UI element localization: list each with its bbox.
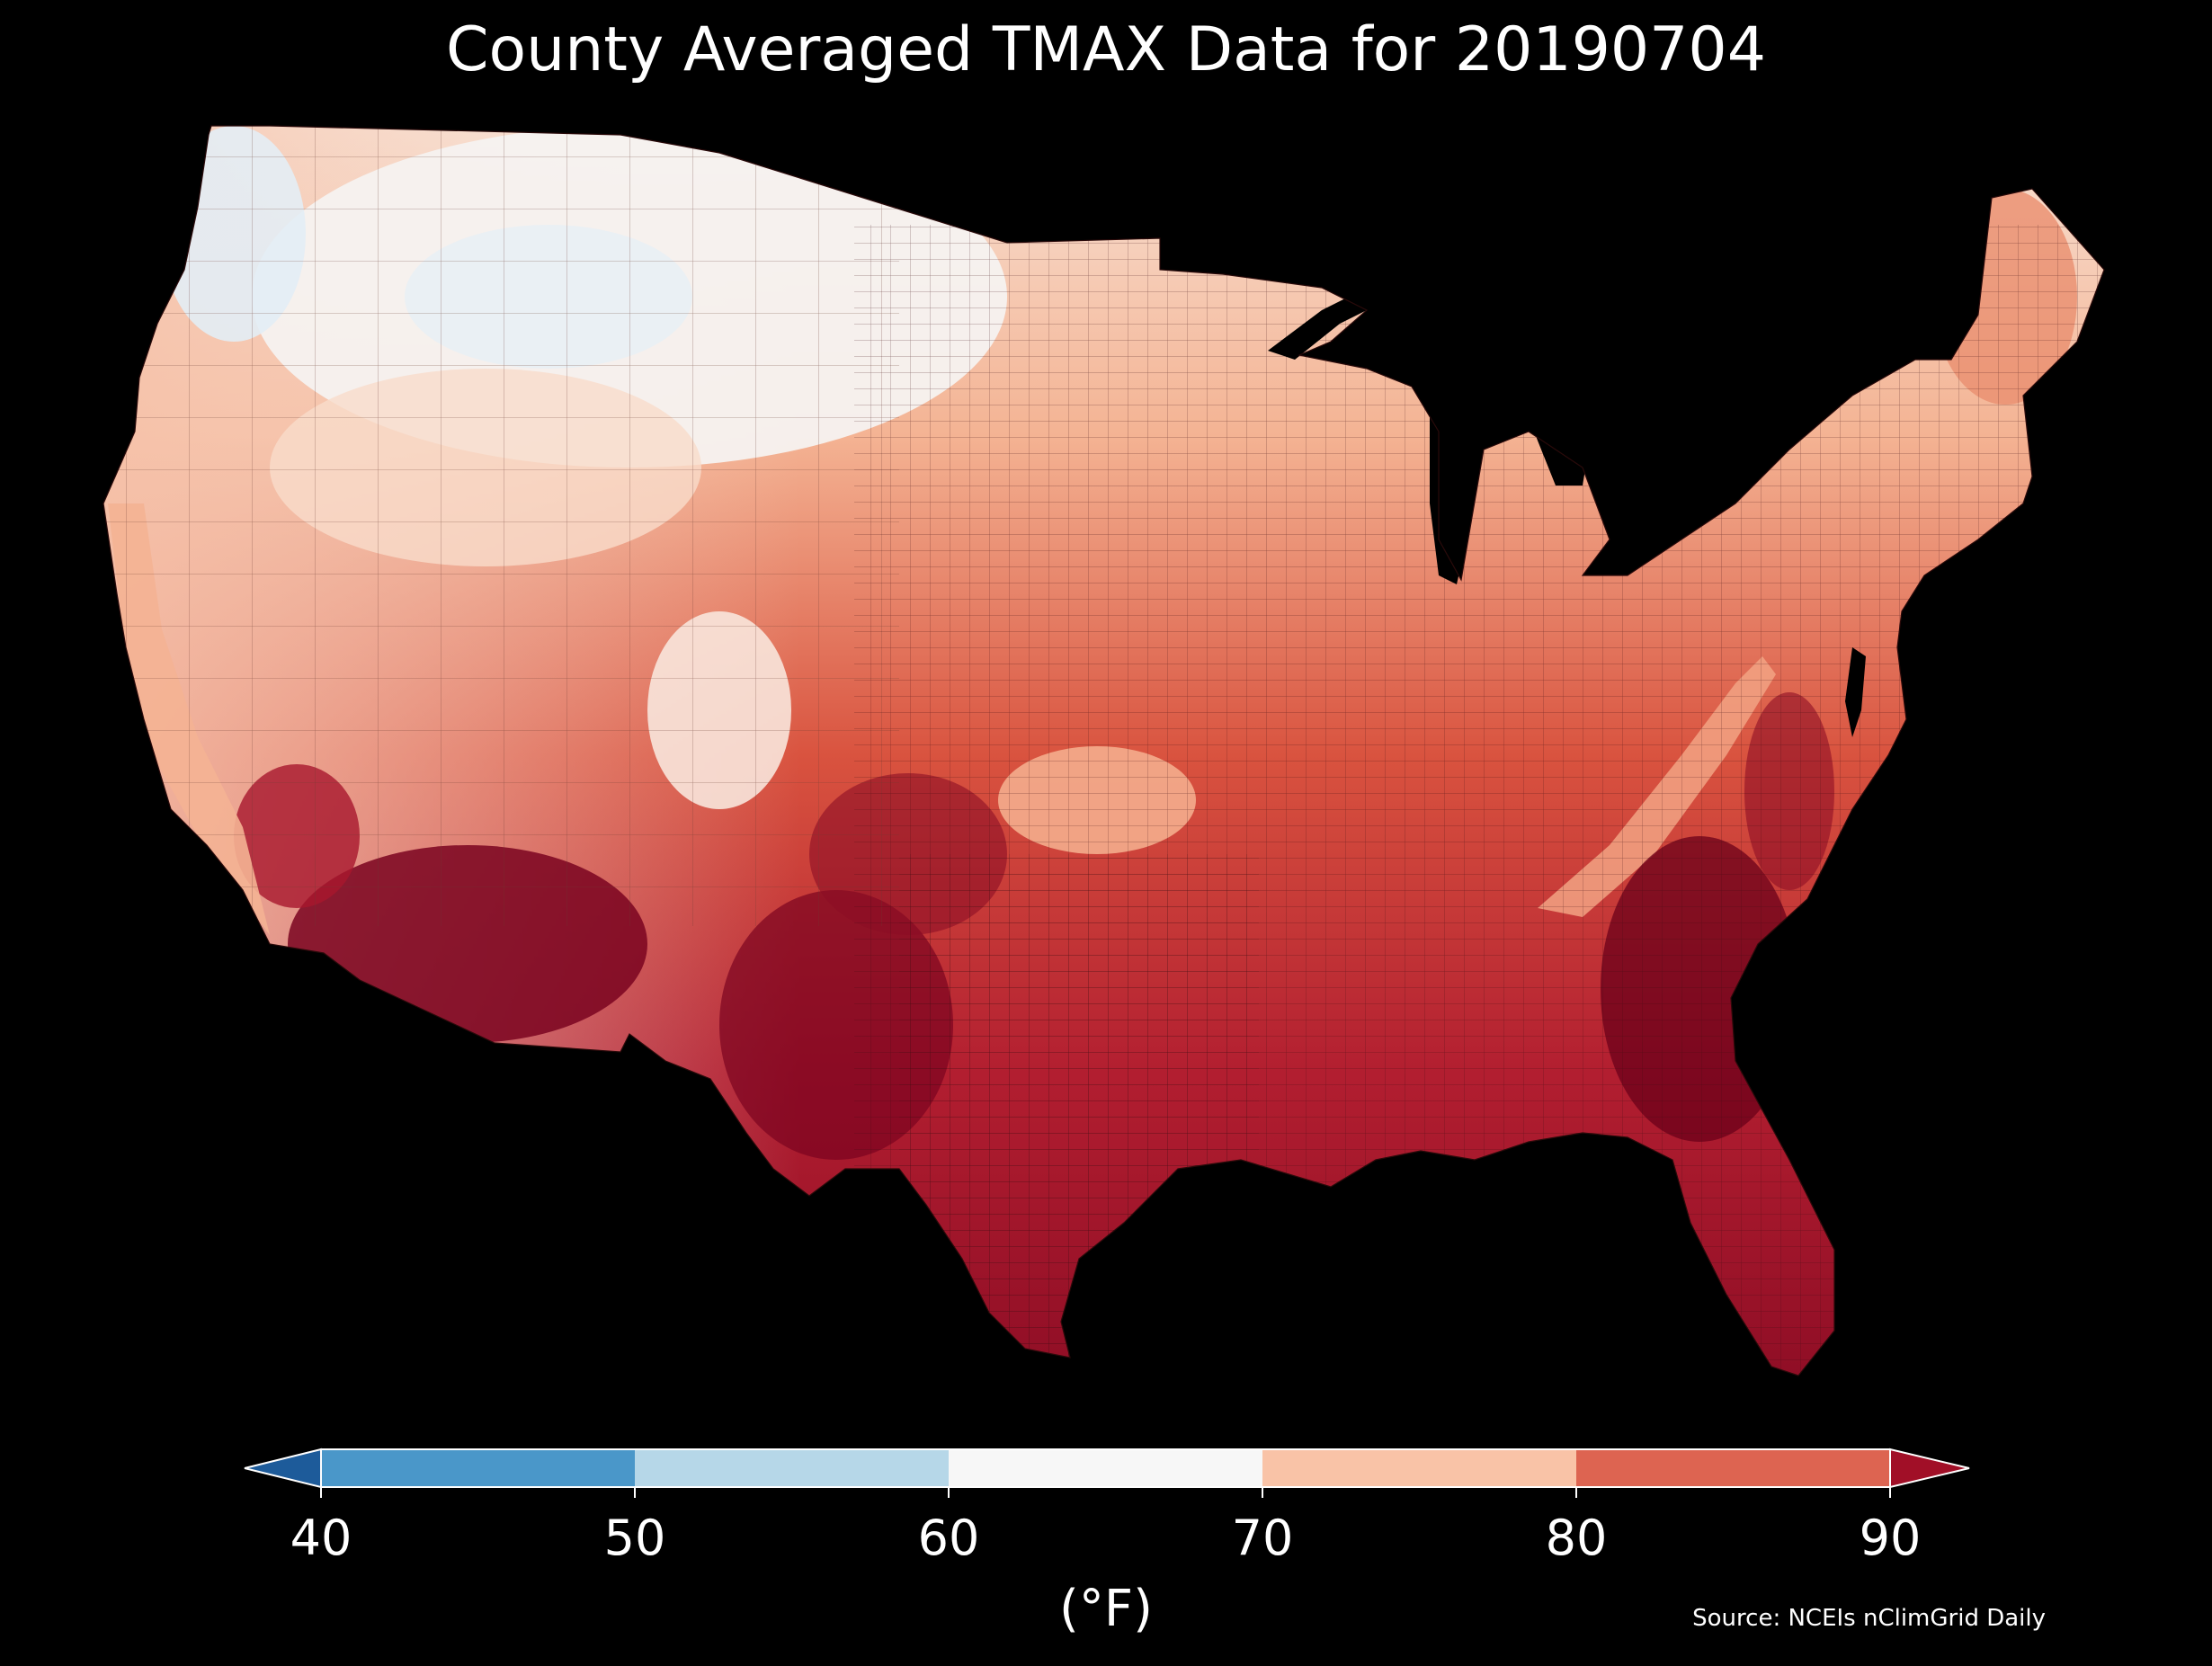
colorbar-bin-40-50 (321, 1449, 635, 1487)
map-title: County Averaged TMAX Data for 20190704 (446, 14, 1766, 85)
colorbar-bin-80-90 (1576, 1449, 1890, 1487)
colorbar: 40 50 60 70 80 90 (244, 1448, 1970, 1566)
colorbar-bin-60-70 (949, 1449, 1262, 1487)
colorbar-tick-label: 50 (604, 1510, 666, 1566)
colorbar-under-arrow (244, 1448, 322, 1489)
us-county-map (103, 125, 2105, 1376)
colorbar-over-arrow (1889, 1448, 1970, 1489)
colorbar-tick-label: 40 (290, 1510, 352, 1566)
colorbar-bin-50-60 (635, 1449, 949, 1487)
colorbar-bin-70-80 (1262, 1449, 1576, 1487)
lake-superior (1268, 288, 1376, 360)
colorbar-tick-label: 70 (1232, 1510, 1294, 1566)
lake-erie (1583, 521, 1690, 575)
source-credit: Source: NCEIs nClimGrid Daily (1692, 1605, 2046, 1632)
colorbar-unit-label: (°F) (1059, 1580, 1153, 1638)
colorbar-tick-label: 90 (1860, 1510, 1922, 1566)
colorbar-frame (320, 1448, 1891, 1488)
colorbar-tick-label: 60 (918, 1510, 980, 1566)
lake-huron (1511, 369, 1592, 486)
colorbar-tick-label: 80 (1546, 1510, 1608, 1566)
chesapeake-bay (1845, 647, 1866, 737)
lake-michigan (1430, 378, 1484, 584)
